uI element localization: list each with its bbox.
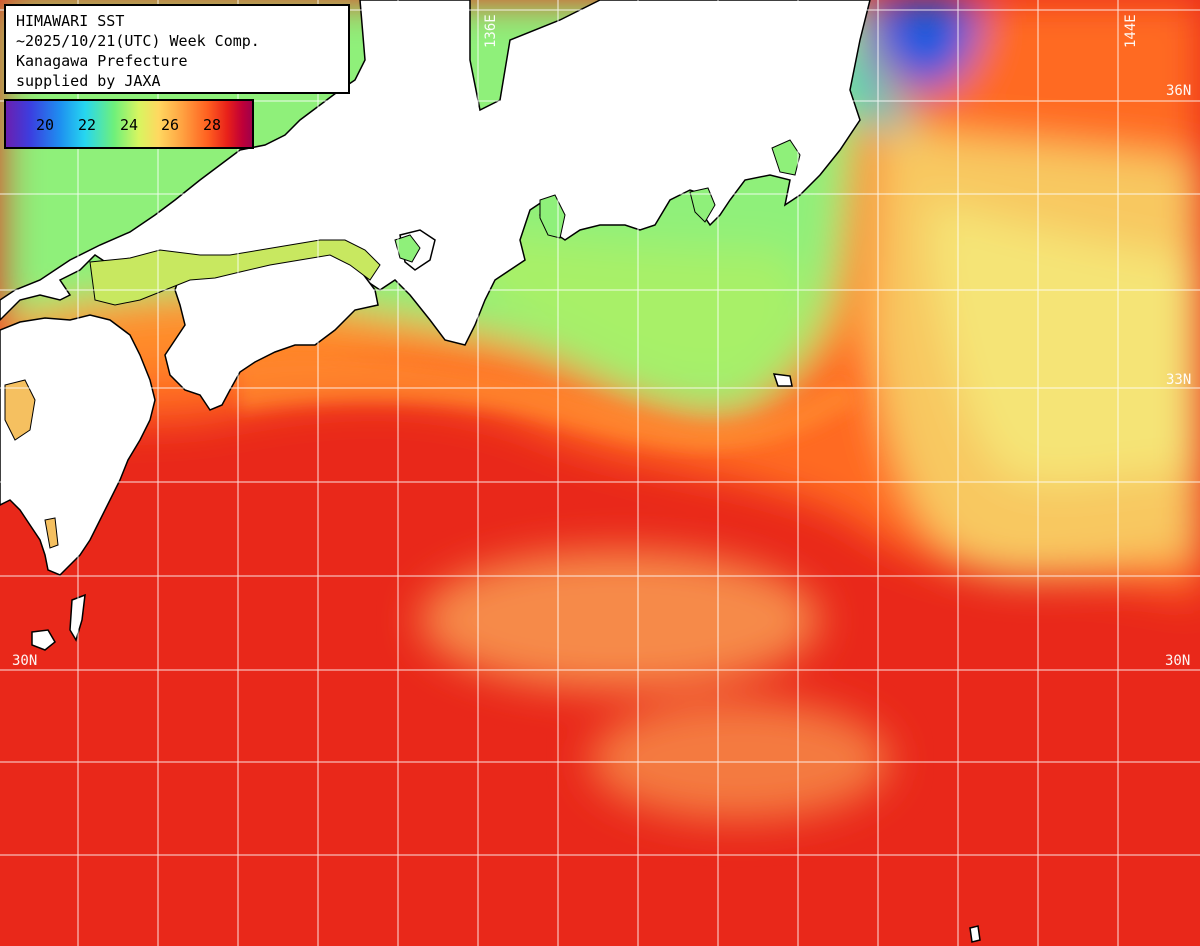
title-line-product: HIMAWARI SST <box>16 12 125 30</box>
green-zone-inner <box>470 230 805 389</box>
ise-bay <box>539 194 566 239</box>
lat-label-33n: 33N <box>1166 372 1192 388</box>
title-line-date: ~2025/10/21(UTC) Week Comp. <box>16 32 260 50</box>
cold-patch <box>870 0 980 90</box>
colorbar-label-26: 26 <box>161 116 180 134</box>
suruga-bay <box>689 187 716 223</box>
pale-swirl-1 <box>420 550 820 690</box>
title-line-credit: supplied by JAXA <box>16 72 161 90</box>
map-title-box: HIMAWARI SST ~2025/10/21(UTC) Week Comp.… <box>4 4 350 94</box>
inland-sea <box>4 139 801 549</box>
light-zone-east <box>930 200 1200 484</box>
lon-label-136e: 136E <box>483 14 499 48</box>
title-line-region: Kanagawa Prefecture <box>16 52 188 70</box>
lon-label-144e: 144E <box>1123 14 1139 48</box>
seto-inland-sea <box>89 239 381 306</box>
colorbar-label-20: 20 <box>36 116 55 134</box>
izu-island-1 <box>772 373 793 387</box>
ariake-sea <box>4 379 36 441</box>
lat-label-30n-right: 30N <box>1165 653 1191 669</box>
kagoshima-bay <box>44 517 59 549</box>
kuroshio-front <box>240 356 860 450</box>
lat-label-36n: 36N <box>1166 83 1192 99</box>
pale-swirl-2 <box>590 700 890 820</box>
lat-label-30n-left: 30N <box>12 653 38 669</box>
colorbar-label-22: 22 <box>78 116 97 134</box>
temperature-colorbar: 20 22 24 26 28 <box>4 99 254 149</box>
yakushima-island <box>31 629 56 651</box>
osaka-bay <box>394 234 421 263</box>
izu-island-2 <box>969 925 981 943</box>
colorbar-label-28: 28 <box>203 116 222 134</box>
colorbar-label-24: 24 <box>120 116 139 134</box>
